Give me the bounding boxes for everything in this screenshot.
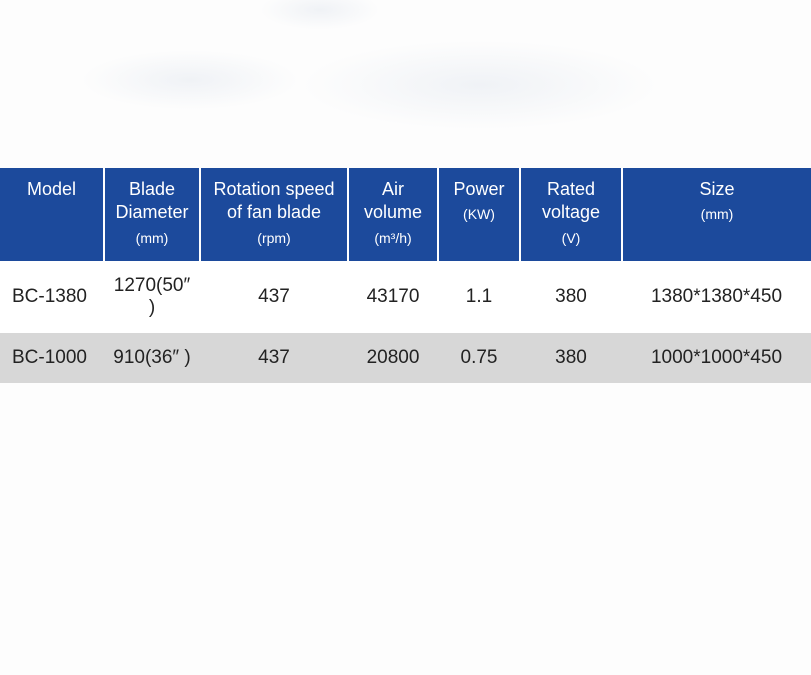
col-header-2: Rotation speed of fan blade (rpm) — [200, 168, 348, 261]
table-row: BC-13801270(50″ )437431701.13801380*1380… — [0, 261, 811, 333]
cell-air_volume: 20800 — [348, 333, 438, 383]
cell-model: BC-1380 — [0, 261, 104, 333]
col-header-unit: (m³/h) — [353, 229, 433, 247]
col-header-label: Model — [27, 179, 76, 199]
decorative-smudge — [260, 0, 380, 30]
col-header-4: Power (KW) — [438, 168, 520, 261]
cell-rpm: 437 — [200, 333, 348, 383]
decorative-smudge — [300, 40, 660, 130]
cell-voltage: 380 — [520, 261, 622, 333]
col-header-5: Rated voltage (V) — [520, 168, 622, 261]
col-header-unit: (mm) — [627, 205, 807, 223]
cell-power: 1.1 — [438, 261, 520, 333]
col-header-label: Blade Diameter — [115, 179, 188, 222]
col-header-label: Rated voltage — [542, 179, 600, 222]
spec-header-row: Model Blade Diameter (mm) Rotation speed of… — [0, 168, 811, 261]
spec-table-header: Model Blade Diameter (mm) Rotation speed of… — [0, 168, 811, 261]
col-header-label: Size — [699, 179, 734, 199]
col-header-unit: (rpm) — [205, 229, 343, 247]
spec-table: Model Blade Diameter (mm) Rotation speed of… — [0, 168, 811, 383]
cell-power: 0.75 — [438, 333, 520, 383]
col-header-1: Blade Diameter (mm) — [104, 168, 200, 261]
col-header-0: Model — [0, 168, 104, 261]
cell-rpm: 437 — [200, 261, 348, 333]
col-header-label: Air volume — [364, 179, 422, 222]
col-header-label: Power — [453, 179, 504, 199]
col-header-unit: (KW) — [443, 205, 515, 223]
col-header-3: Air volume (m³/h) — [348, 168, 438, 261]
cell-voltage: 380 — [520, 333, 622, 383]
col-header-unit: (mm) — [109, 229, 195, 247]
cell-blade_diameter: 910(36″ ) — [104, 333, 200, 383]
cell-blade_diameter: 1270(50″ ) — [104, 261, 200, 333]
col-header-label: Rotation speed of fan blade — [213, 179, 334, 222]
col-header-6: Size (mm) — [622, 168, 811, 261]
col-header-unit: (V) — [525, 229, 617, 247]
cell-air_volume: 43170 — [348, 261, 438, 333]
cell-size: 1380*1380*450 — [622, 261, 811, 333]
cell-model: BC-1000 — [0, 333, 104, 383]
page-root: Model Blade Diameter (mm) Rotation speed of… — [0, 0, 811, 675]
decorative-smudge — [80, 50, 300, 110]
table-row: BC-1000910(36″ )437208000.753801000*1000… — [0, 333, 811, 383]
spec-table-body: BC-13801270(50″ )437431701.13801380*1380… — [0, 261, 811, 383]
cell-size: 1000*1000*450 — [622, 333, 811, 383]
spec-table-container: Model Blade Diameter (mm) Rotation speed of… — [0, 168, 811, 383]
